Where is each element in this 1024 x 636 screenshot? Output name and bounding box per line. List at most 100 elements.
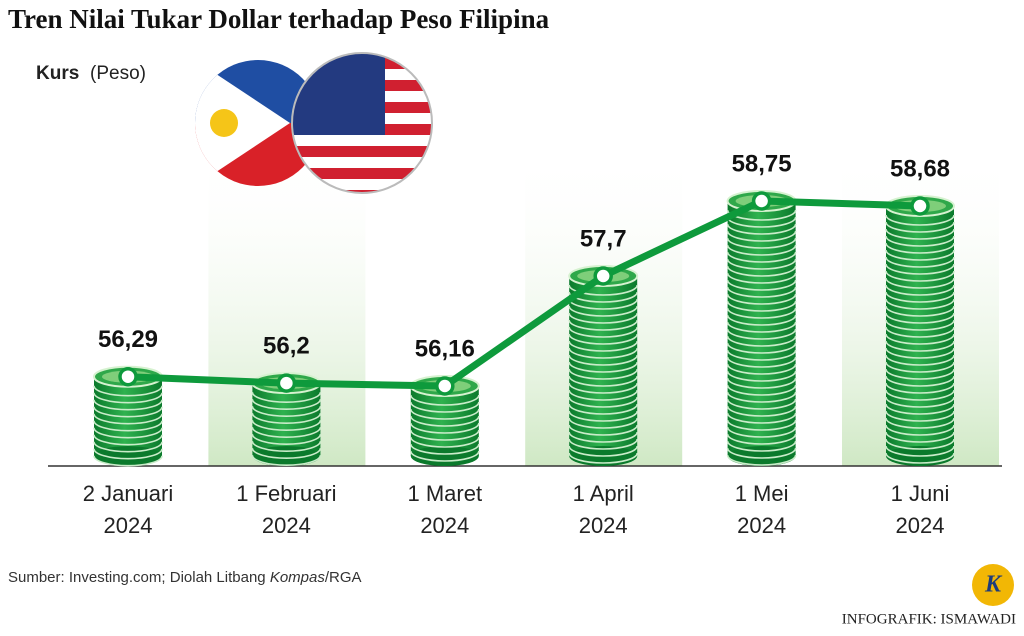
coin-edge [726,433,797,445]
coin-edge [726,335,797,347]
x-tick-label: 1 Mei 2024 [734,481,789,538]
coin-edge [93,413,163,425]
coin-edge [410,429,480,441]
coin-edge [885,277,955,289]
coin-edge [885,438,955,450]
coin-stack [251,372,322,466]
x-tick-label: 1 Februari 2024 [236,481,337,538]
source-suffix: /RGA [325,569,362,586]
coin-edge [410,450,480,462]
coin-edge [93,448,163,460]
coin-edge [568,340,638,352]
flag-usa [292,53,432,193]
coin-edge [410,394,480,406]
coin-edge [568,368,638,380]
value-label: 57,7 [580,225,627,252]
coin-edge [410,422,480,434]
coin-edge [568,326,638,338]
coin-edge [568,445,638,457]
coin-edge [93,427,163,439]
coin-edge [885,228,955,240]
coin-edge [568,298,638,310]
coin-edge [251,426,322,438]
coin-edge [885,221,955,233]
coin-edge [568,347,638,359]
coin-edge [726,293,797,305]
coin-edge [885,361,955,373]
coin-edge [726,307,797,319]
coin-edge [251,447,322,459]
coin-edge [726,349,797,361]
coin-edge [568,284,638,296]
coin-edge [726,244,797,256]
coin-edge [568,305,638,317]
coin-edge [726,300,797,312]
coin-edge [410,408,480,420]
coin-edge [93,434,163,446]
point [593,266,613,286]
coin-edge [568,438,638,450]
coin-edge [93,420,163,432]
coin-stack [726,190,797,466]
chart-title: Tren Nilai Tukar Dollar terhadap Peso Fi… [8,4,550,34]
coin-edge [726,412,797,424]
coin-edge [93,385,163,397]
coin-edge [568,354,638,366]
coin-edge [726,237,797,249]
coin-edge [568,410,638,422]
logo [972,564,1014,606]
coin-edge [726,356,797,368]
coin-edge [726,342,797,354]
coin-edge [885,403,955,415]
source-italic: Kompas [270,569,326,586]
point [276,373,297,393]
coin-edge [885,249,955,261]
coin-edge [885,452,955,464]
coin-edge [726,391,797,403]
x-tick-label: 1 Maret 2024 [407,481,483,538]
coin-edge [885,347,955,359]
coin-edge [726,440,797,452]
coin-edge [726,370,797,382]
coin-edge [885,214,955,226]
coin-edge [568,333,638,345]
coin-edge [885,375,955,387]
coin-edge [726,328,797,340]
value-label: 56,29 [98,326,158,353]
coin-edge [93,406,163,418]
coin-edge [885,389,955,401]
value-label: 58,68 [890,155,950,182]
coin-edge [726,223,797,235]
coin-edge [251,440,322,452]
coin-edge [726,419,797,431]
coin-edge [885,291,955,303]
source-prefix: Sumber: Investing.com; Diolah Litbang [8,569,270,586]
coin-edge [726,279,797,291]
y-label: Kurs [36,63,79,84]
coin-edge [410,415,480,427]
coin-edge [885,382,955,394]
coin-edge [93,441,163,453]
flag-rim [291,52,433,194]
coin-edge [568,389,638,401]
coin-edge [726,426,797,438]
x-tick-label: 1 April 2024 [572,481,634,538]
coin-edge [568,452,638,464]
point [435,376,455,396]
coin-edge [568,375,638,387]
coin-bottom [252,446,321,466]
value-label: 56,16 [415,335,475,362]
coin-edge [93,399,163,411]
coin-edge [726,321,797,333]
coin-edge [568,424,638,436]
coin-edge [885,305,955,317]
coin-edge [885,235,955,247]
coin-edge [251,454,322,466]
coin-edge [726,216,797,228]
coin-edge [885,417,955,429]
coin-edge [568,431,638,443]
coin-edge [726,405,797,417]
coin-edge [726,314,797,326]
coin-edge [726,286,797,298]
coin-stack [885,195,955,466]
